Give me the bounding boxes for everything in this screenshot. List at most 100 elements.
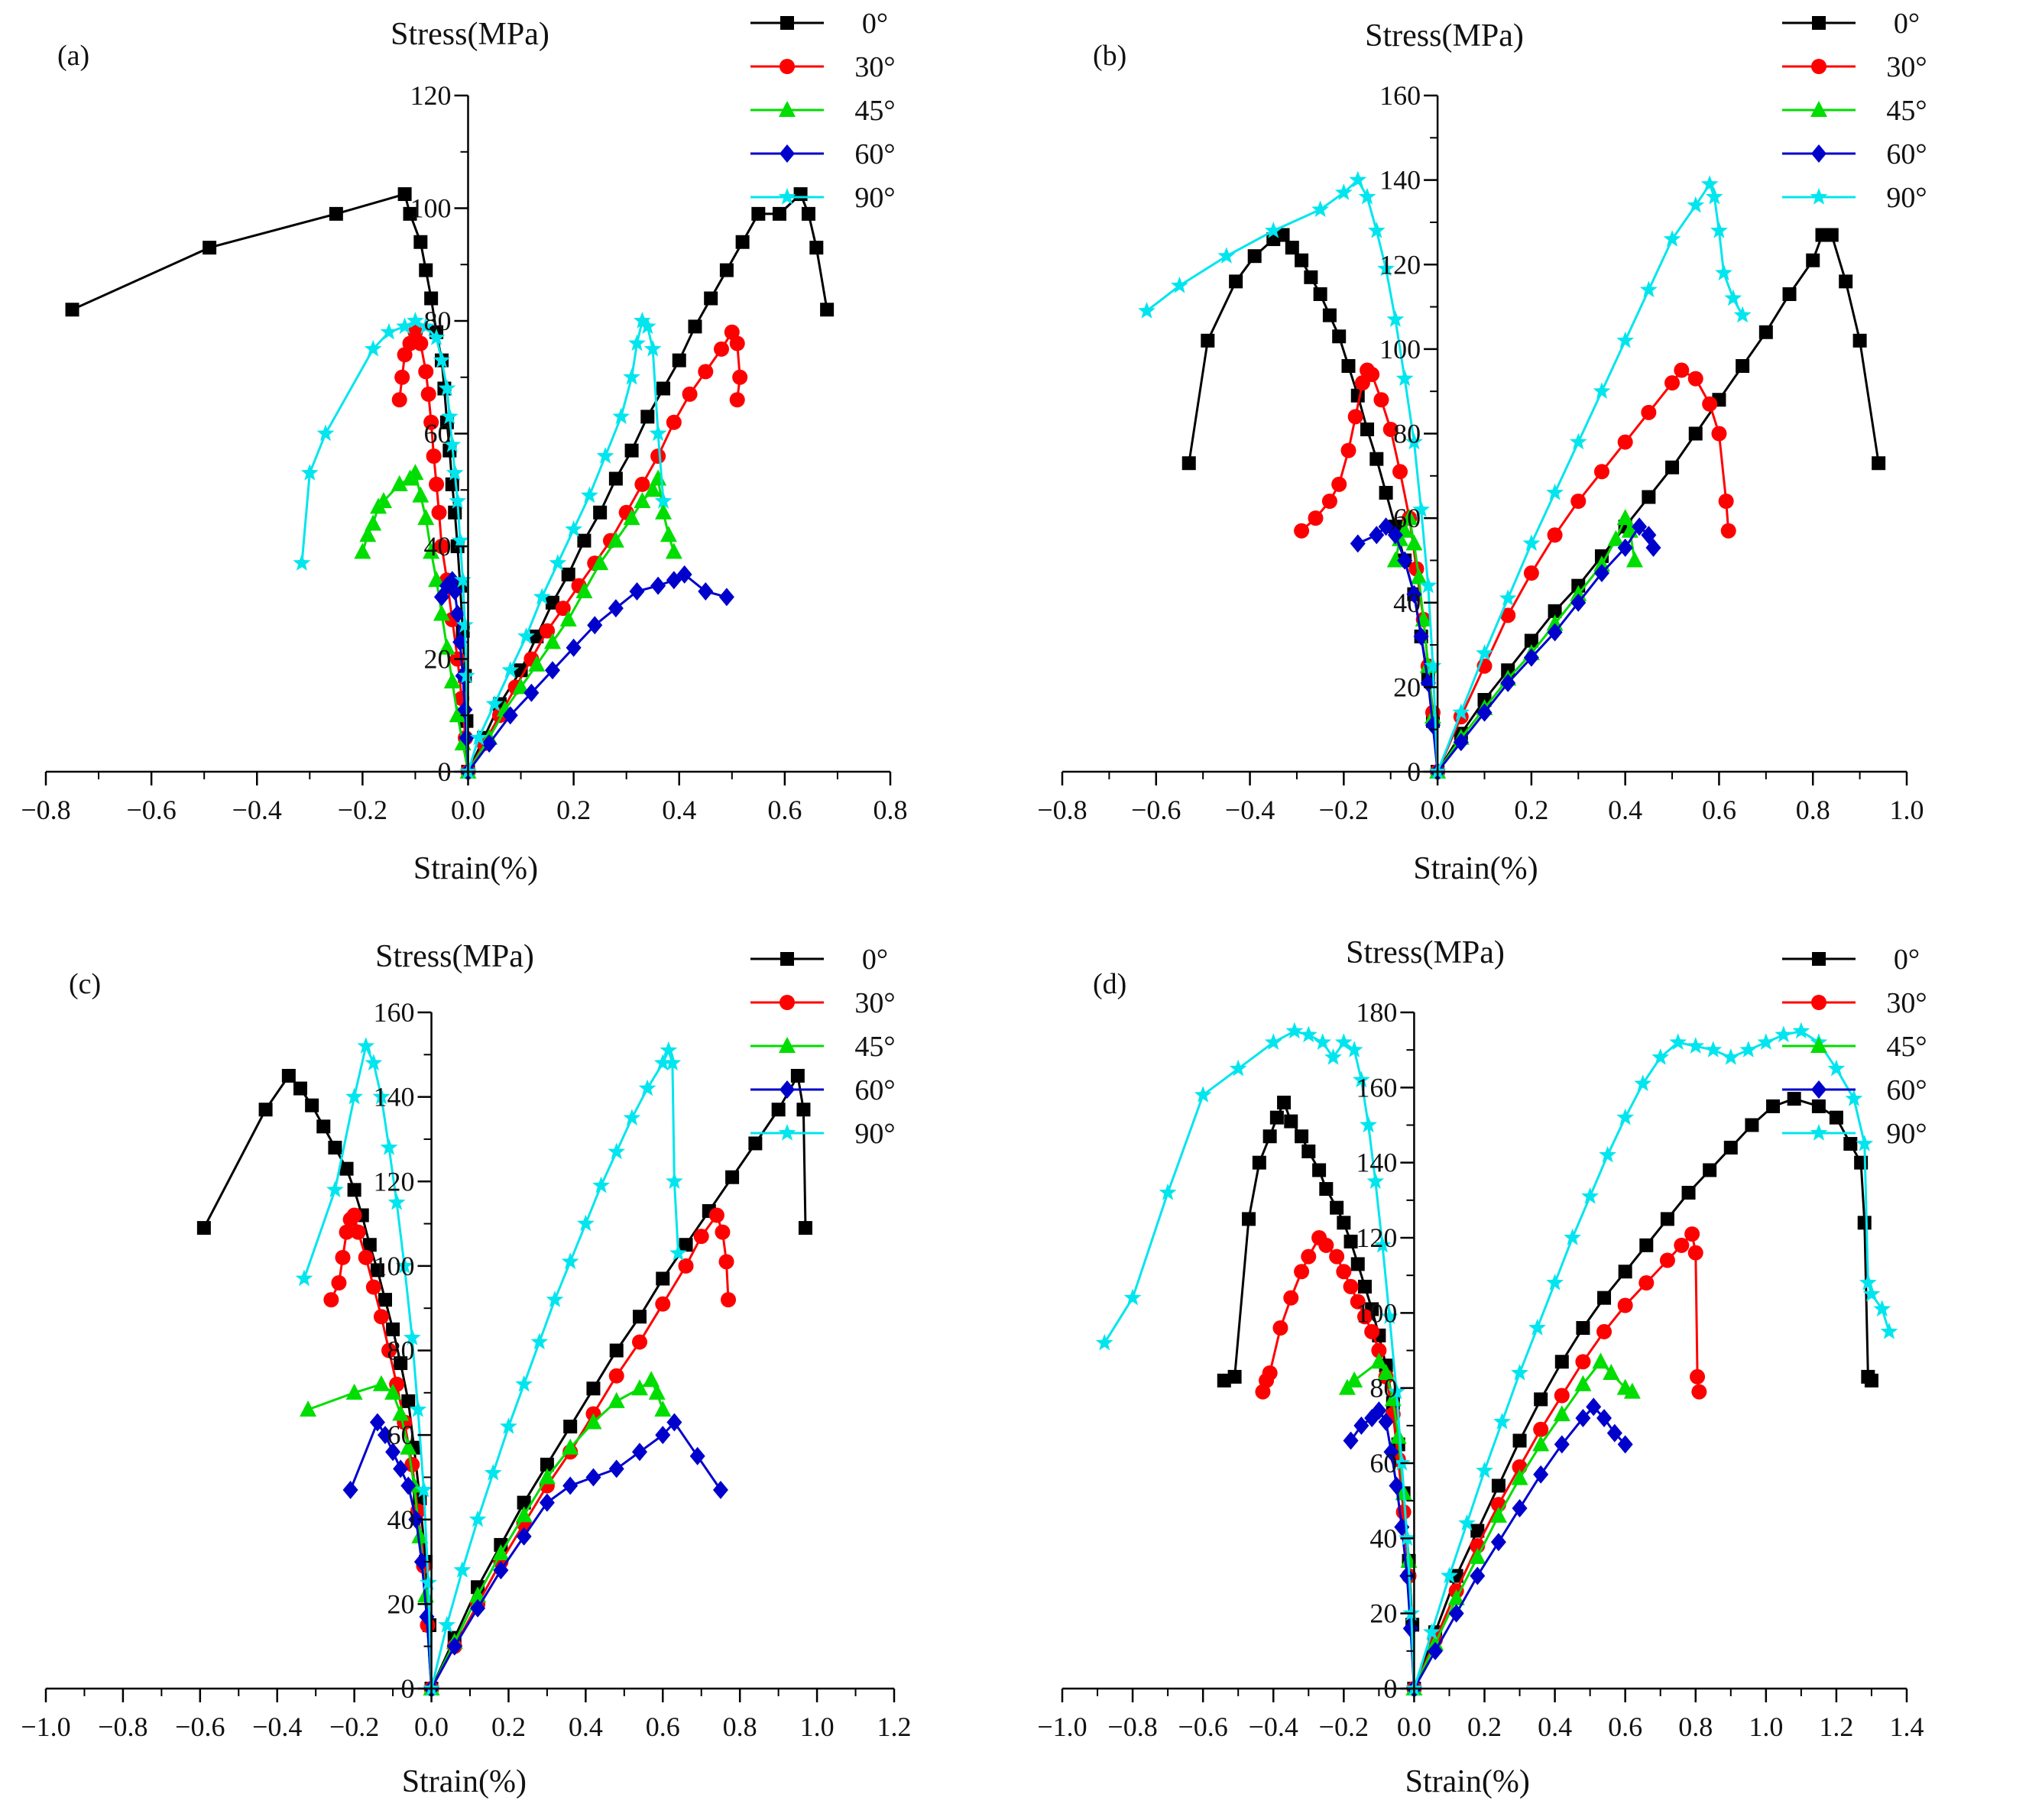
data-point bbox=[533, 588, 551, 605]
data-point bbox=[1347, 409, 1363, 425]
data-point bbox=[678, 1258, 694, 1274]
data-point bbox=[419, 263, 433, 277]
data-point bbox=[1419, 576, 1437, 594]
data-point bbox=[484, 1463, 502, 1481]
y-axis-title: Stress(MPa) bbox=[1346, 935, 1505, 970]
data-point bbox=[380, 322, 398, 340]
data-point bbox=[1586, 1397, 1602, 1417]
y-tick-label: 180 bbox=[1356, 997, 1397, 1028]
x-tick-label: −0.6 bbox=[1131, 795, 1181, 825]
x-axis-title: Strain(%) bbox=[402, 1764, 527, 1799]
data-point bbox=[1358, 187, 1376, 205]
x-axis-title: Strain(%) bbox=[413, 851, 538, 886]
series-group bbox=[1350, 517, 1661, 781]
x-tick-label: −0.2 bbox=[1319, 1712, 1369, 1742]
y-tick-label: 80 bbox=[1393, 419, 1421, 449]
data-point bbox=[1341, 359, 1356, 373]
data-point bbox=[654, 1400, 672, 1417]
legend-label: 45° bbox=[1886, 95, 1927, 127]
data-point bbox=[623, 368, 640, 385]
x-tick-label: −0.4 bbox=[252, 1712, 302, 1742]
data-point bbox=[1229, 1059, 1247, 1077]
data-point bbox=[1346, 1371, 1363, 1388]
data-point bbox=[1262, 1129, 1277, 1144]
data-point bbox=[1493, 1412, 1511, 1430]
data-point bbox=[455, 616, 474, 633]
data-point bbox=[407, 312, 424, 329]
data-point bbox=[391, 392, 407, 408]
data-point bbox=[1369, 526, 1385, 545]
x-axis-title: Strain(%) bbox=[1405, 1764, 1530, 1799]
y-axis-title: Stress(MPa) bbox=[391, 17, 549, 52]
data-point bbox=[365, 514, 382, 531]
x-tick-label: −1.0 bbox=[1037, 1712, 1087, 1742]
data-point bbox=[424, 291, 439, 306]
data-point bbox=[1718, 494, 1734, 509]
data-point bbox=[1352, 1070, 1370, 1088]
data-point bbox=[1736, 359, 1750, 373]
y-tick-label: 120 bbox=[1356, 1223, 1397, 1253]
data-point bbox=[1313, 287, 1327, 301]
legend-marker bbox=[778, 188, 796, 205]
legend-marker bbox=[779, 101, 796, 117]
data-point bbox=[1360, 1116, 1377, 1133]
data-point bbox=[1864, 1373, 1878, 1388]
data-point bbox=[698, 582, 714, 601]
data-point bbox=[364, 339, 382, 357]
data-point bbox=[411, 1527, 429, 1543]
series-line bbox=[1146, 178, 1744, 772]
data-point bbox=[587, 616, 603, 635]
data-point bbox=[1720, 523, 1736, 539]
data-point bbox=[682, 386, 698, 402]
legend-label: 60° bbox=[1886, 138, 1927, 170]
data-point bbox=[365, 1279, 381, 1295]
data-point bbox=[1379, 485, 1393, 500]
x-tick-label: −1.0 bbox=[21, 1712, 70, 1742]
data-point bbox=[523, 683, 540, 702]
data-point bbox=[1382, 421, 1399, 437]
data-point bbox=[449, 706, 466, 723]
series-group bbox=[1217, 1092, 1878, 1695]
data-point bbox=[650, 469, 667, 486]
data-point bbox=[65, 303, 79, 317]
data-point bbox=[624, 443, 639, 458]
data-point bbox=[1745, 1118, 1759, 1132]
data-point bbox=[555, 601, 571, 617]
data-point bbox=[1664, 375, 1681, 391]
data-point bbox=[1247, 249, 1262, 264]
data-point bbox=[644, 481, 662, 497]
data-point bbox=[1766, 1099, 1781, 1113]
series-line bbox=[1188, 233, 1880, 776]
data-point bbox=[656, 381, 671, 396]
legend-marker bbox=[1811, 144, 1826, 163]
data-point bbox=[623, 509, 640, 526]
data-point bbox=[417, 509, 435, 526]
data-point bbox=[688, 319, 702, 334]
y-tick-label: 100 bbox=[374, 1251, 415, 1281]
data-point bbox=[640, 410, 655, 424]
data-point bbox=[1364, 1323, 1380, 1339]
data-point bbox=[1340, 442, 1356, 458]
legend-marker bbox=[1810, 1124, 1828, 1141]
data-point bbox=[1574, 1375, 1592, 1391]
x-tick-label: 0.2 bbox=[491, 1712, 526, 1742]
data-point bbox=[346, 1207, 362, 1223]
data-point bbox=[1242, 1212, 1256, 1226]
y-axis-title: Stress(MPa) bbox=[1365, 18, 1524, 53]
data-point bbox=[1412, 500, 1430, 517]
data-point bbox=[1401, 509, 1418, 526]
data-point bbox=[392, 1404, 410, 1421]
data-point bbox=[1324, 1048, 1342, 1065]
data-point bbox=[1593, 464, 1609, 480]
data-point bbox=[203, 241, 217, 255]
data-point bbox=[1663, 230, 1681, 247]
legend-marker bbox=[1810, 101, 1827, 117]
data-point bbox=[1329, 1248, 1345, 1265]
data-point bbox=[1301, 1144, 1316, 1158]
data-point bbox=[649, 424, 667, 442]
data-point bbox=[1722, 1048, 1740, 1065]
data-point bbox=[323, 1292, 339, 1308]
data-point bbox=[718, 588, 734, 607]
data-point bbox=[396, 317, 413, 335]
data-point bbox=[628, 334, 646, 351]
